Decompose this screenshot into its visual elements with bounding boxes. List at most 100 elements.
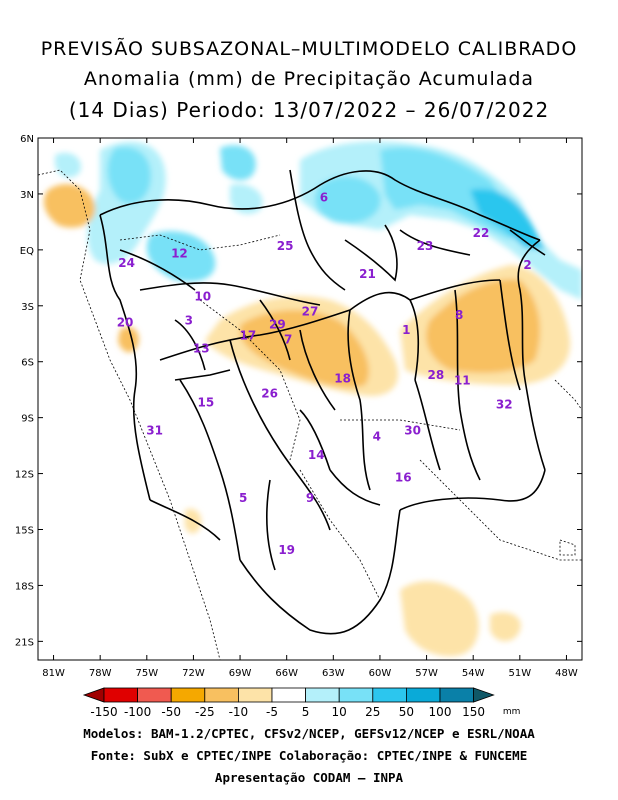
basin-labels: 1234567891011121314151617181920212223242… bbox=[117, 191, 532, 557]
map-title-line3: (14 Dias) Periodo: 13/07/2022 – 26/07/20… bbox=[68, 98, 550, 122]
lon-label: 51W bbox=[509, 668, 532, 679]
legend-swatch bbox=[305, 687, 340, 703]
basin-label: 27 bbox=[302, 304, 319, 318]
lon-label: 48W bbox=[555, 668, 578, 679]
legend-tick-label: 5 bbox=[302, 705, 310, 719]
anomaly-shading bbox=[43, 141, 582, 657]
basin-label: 29 bbox=[269, 317, 286, 331]
basin-label: 3 bbox=[185, 314, 193, 328]
legend-swatch bbox=[204, 687, 239, 703]
legend-tick-label: 50 bbox=[399, 705, 414, 719]
legend-swatch bbox=[237, 687, 273, 703]
basin-label: 11 bbox=[454, 373, 471, 387]
basin-label: 18 bbox=[334, 371, 351, 385]
legend-swatch bbox=[271, 687, 306, 703]
legend-swatch bbox=[372, 687, 407, 703]
anomaly-positive-nw-core bbox=[107, 146, 151, 204]
legend-swatch bbox=[473, 687, 495, 703]
lat-label: 12S bbox=[15, 470, 34, 481]
legend-swatch bbox=[338, 687, 374, 703]
basin-label: 32 bbox=[496, 398, 513, 412]
lat-label: EQ bbox=[20, 246, 34, 257]
lon-label: 66W bbox=[275, 668, 298, 679]
legend-swatch bbox=[439, 687, 474, 703]
political-borders bbox=[38, 169, 582, 660]
basin-label: 4 bbox=[373, 429, 381, 443]
basin-boundaries bbox=[99, 169, 546, 635]
lat-label: 3N bbox=[20, 190, 34, 201]
legend-unit: mm bbox=[503, 707, 521, 717]
legend-tick-label: -150 bbox=[90, 705, 117, 719]
legend-swatch bbox=[170, 687, 206, 703]
map-title-line1: PREVISÃO SUBSAZONAL–MULTIMODELO CALIBRAD… bbox=[40, 38, 578, 60]
basin-label: 30 bbox=[404, 424, 421, 438]
latitude-labels: 6N 3N EQ 3S 6S 9S 12S 15S 18S 21S bbox=[15, 134, 582, 648]
anomaly-positive-guiana bbox=[315, 176, 381, 224]
map-title-line2: Anomalia (mm) de Precipitação Acumulada bbox=[83, 68, 535, 90]
basin-label: 14 bbox=[308, 448, 325, 462]
legend-tick-label: 10 bbox=[332, 705, 347, 719]
basin-label: 12 bbox=[171, 247, 188, 261]
basin-label: 15 bbox=[198, 396, 215, 410]
lon-label: 81W bbox=[42, 668, 65, 679]
lon-label: 75W bbox=[135, 668, 158, 679]
legend-swatch bbox=[82, 687, 105, 703]
lat-label: 3S bbox=[21, 302, 34, 313]
legend-tick-label: 100 bbox=[429, 705, 452, 719]
basin-label: 10 bbox=[194, 289, 211, 303]
lon-label: 57W bbox=[415, 668, 438, 679]
basin-label: 20 bbox=[117, 316, 134, 330]
anomaly-positive-small bbox=[220, 145, 256, 181]
legend-tick-label: -10 bbox=[229, 705, 249, 719]
basin-label: 8 bbox=[455, 308, 463, 322]
legend-tick-label: -5 bbox=[266, 705, 278, 719]
legend-tick-label: -100 bbox=[124, 705, 151, 719]
anomaly-negative-w bbox=[43, 184, 96, 228]
anomaly-positive-north bbox=[300, 141, 582, 300]
footer-source: Fonte: SubX e CPTEC/INPE Colaboração: CP… bbox=[90, 748, 528, 763]
anomaly-negative-east-core bbox=[426, 279, 540, 373]
lat-label: 21S bbox=[15, 637, 34, 648]
footer-models: Modelos: BAM-1.2/CPTEC, CFSv2/NCEP, GEFS… bbox=[83, 726, 535, 741]
basin-label: 21 bbox=[359, 267, 376, 281]
lat-label: 18S bbox=[15, 581, 34, 592]
map-frame bbox=[37, 137, 583, 661]
lon-label: 69W bbox=[229, 668, 252, 679]
lon-label: 78W bbox=[89, 668, 112, 679]
lat-label: 9S bbox=[21, 414, 34, 425]
basin-label: 9 bbox=[306, 491, 314, 505]
lon-label: 63W bbox=[322, 668, 345, 679]
anomaly-negative-se2 bbox=[490, 612, 521, 642]
basin-label: 6 bbox=[320, 191, 328, 205]
lon-label: 72W bbox=[182, 668, 205, 679]
color-bar-legend: -150 -100 -50 -25 -10 -5 5 10 25 50 100 150 mm bbox=[82, 687, 521, 719]
map-plot-area: 1234567891011121314151617181920212223242… bbox=[38, 138, 582, 660]
legend-swatch bbox=[405, 687, 441, 703]
legend-tick-label: -25 bbox=[195, 705, 215, 719]
lat-label: 6S bbox=[21, 358, 34, 369]
legend-tick-label: 150 bbox=[462, 705, 485, 719]
basin-label: 23 bbox=[417, 239, 434, 253]
basin-label: 26 bbox=[261, 386, 278, 400]
lat-label: 15S bbox=[15, 526, 34, 537]
precipitation-anomaly-map: 1234567891011121314151617181920212223242… bbox=[15, 134, 583, 719]
basin-label: 13 bbox=[193, 342, 210, 356]
basin-label: 24 bbox=[118, 256, 135, 270]
legend-tick-label: -50 bbox=[161, 705, 181, 719]
basin-label: 7 bbox=[284, 332, 292, 346]
legend-swatch bbox=[137, 687, 172, 703]
basin-label: 22 bbox=[473, 226, 490, 240]
longitude-labels: 81W 78W 75W 72W 69W 66W 63W 60W 57W 54W 51W 48W bbox=[42, 138, 578, 679]
basin-label: 1 bbox=[402, 323, 410, 337]
basin-label: 25 bbox=[277, 239, 294, 253]
legend-swatch bbox=[103, 687, 138, 703]
basin-label: 17 bbox=[239, 329, 256, 343]
legend-tick-label: 25 bbox=[365, 705, 380, 719]
footer-presentation: Apresentação CODAM – INPA bbox=[214, 770, 404, 785]
basin-label: 2 bbox=[523, 258, 531, 272]
anomaly-positive-small3 bbox=[229, 184, 263, 215]
basin-label: 31 bbox=[146, 424, 163, 438]
anomaly-negative-se bbox=[400, 581, 479, 657]
basin-label: 28 bbox=[428, 368, 445, 382]
basin-label: 19 bbox=[278, 543, 295, 557]
